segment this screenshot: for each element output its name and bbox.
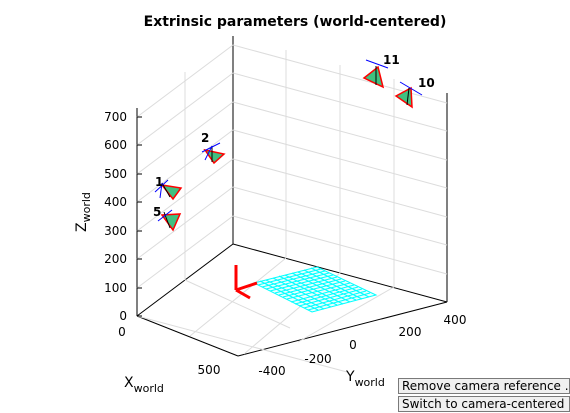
- z-tick-label: 600: [104, 138, 127, 152]
- camera-10: [394, 81, 423, 109]
- y-tick-label: -400: [258, 364, 285, 378]
- world-axes: [234, 265, 258, 300]
- y-tick-label: 400: [444, 313, 467, 327]
- z-tick-label: 500: [104, 167, 127, 181]
- x-tick-label: 500: [198, 363, 221, 377]
- y-tick-label: -200: [304, 352, 331, 366]
- camera-label-10: 10: [418, 76, 435, 90]
- calibration-pattern: [252, 266, 378, 313]
- z-tick-label: 0: [119, 309, 127, 323]
- camera-1: [154, 179, 183, 201]
- camera-label-1: 1: [155, 175, 163, 189]
- z-tick-label: 400: [104, 195, 127, 209]
- z-tick-label: 200: [104, 252, 127, 266]
- camera-11: [362, 59, 389, 89]
- y-tick-label: 0: [349, 338, 357, 352]
- x-tick-label: 0: [118, 325, 126, 339]
- remove-camera-reference-button[interactable]: Remove camera reference ...: [398, 378, 570, 394]
- camera-2: [201, 142, 226, 165]
- camera-label-2: 2: [201, 131, 209, 145]
- z-ticks: [137, 116, 142, 317]
- camera-label-5: 5: [153, 205, 161, 219]
- z-axis-label: Zworld: [74, 192, 93, 232]
- x-axis-label: Xworld: [124, 375, 164, 395]
- z-tick-label: 700: [104, 110, 127, 124]
- switch-to-camera-centered-button[interactable]: Switch to camera-centered ...: [398, 396, 570, 412]
- z-tick-label: 100: [104, 281, 127, 295]
- y-axis-label: Yworld: [345, 369, 385, 389]
- camera-label-11: 11: [383, 53, 400, 67]
- figure-title: Extrinsic parameters (world-centered): [143, 14, 447, 30]
- z-tick-label: 300: [104, 224, 127, 238]
- camera-5: [157, 209, 182, 232]
- y-tick-label: 200: [399, 325, 422, 339]
- wall-grid: [136, 44, 448, 373]
